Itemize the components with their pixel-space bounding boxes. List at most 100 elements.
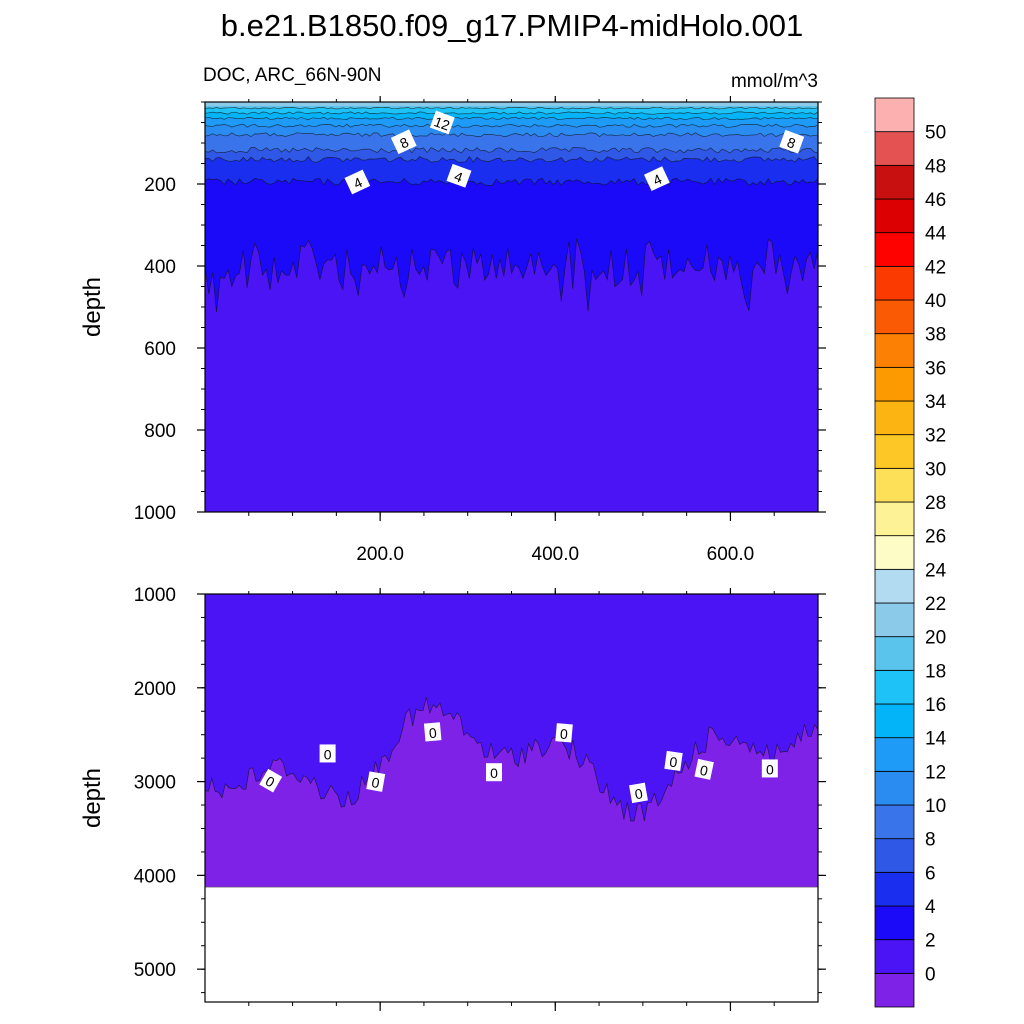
colorbar-swatch <box>874 501 915 537</box>
upper-contour-line <box>204 106 819 110</box>
upper-contour-line <box>204 116 819 120</box>
colorbar-swatch <box>874 265 915 301</box>
colorbar-swatch <box>874 366 915 402</box>
lower-y-tick-label: 1000 <box>134 585 176 606</box>
colorbar: 0246810121416182022242628303234363840424… <box>874 97 947 1008</box>
colorbar-tick-label: 24 <box>925 560 947 581</box>
contour-label-text: 0 <box>559 726 568 743</box>
colorbar-swatch <box>874 299 915 335</box>
colorbar-swatch <box>874 737 915 772</box>
colorbar-tick-label: 36 <box>925 358 946 379</box>
colorbar-tick-label: 42 <box>925 257 946 278</box>
contour-label-box <box>761 759 778 778</box>
upper-x-tick-label: 600.0 <box>707 544 755 565</box>
upper-x-tick-label: 400.0 <box>532 544 580 565</box>
contour-label-text: 0 <box>370 774 381 791</box>
upper-x-tick-label: 200.0 <box>356 544 404 565</box>
upper-contour-line <box>204 156 819 163</box>
colorbar-swatch <box>874 939 915 974</box>
lower-contour-label: 0 <box>259 768 283 793</box>
colorbar-swatch <box>874 198 915 234</box>
upper-contour-line <box>204 111 819 115</box>
upper-contour-line <box>204 238 819 313</box>
colorbar-tick-label: 22 <box>925 594 946 615</box>
lower-y-tick-label: 5000 <box>134 960 176 981</box>
upper-contour-label: 8 <box>390 129 417 155</box>
colorbar-swatch <box>874 97 915 133</box>
lower-y-tick-label: 3000 <box>134 773 176 794</box>
upper-contour-fill <box>204 102 819 512</box>
colorbar-tick-label: 48 <box>925 156 946 177</box>
contour-label-box <box>366 771 386 792</box>
upper-y-tick-label: 800 <box>144 421 176 442</box>
lower-contour-label: 0 <box>319 744 336 763</box>
contour-label-text: 0 <box>668 753 678 770</box>
colorbar-swatch <box>874 131 915 166</box>
colorbar-swatch <box>874 871 915 907</box>
contour-label-box <box>694 758 714 780</box>
colorbar-tick-label: 10 <box>925 796 946 817</box>
upper-contour-line <box>204 132 819 138</box>
colorbar-tick-label: 40 <box>925 291 946 312</box>
contour-label-box <box>555 723 573 743</box>
colorbar-tick-label: 0 <box>925 964 936 985</box>
lower-y-tick-label: 2000 <box>134 679 176 700</box>
lower-contour-label: 0 <box>555 723 573 743</box>
colorbar-swatch <box>874 972 915 1008</box>
colorbar-swatch <box>874 669 915 705</box>
contour-label-box <box>485 763 502 782</box>
lower-contour-label: 0 <box>485 763 502 782</box>
colorbar-tick-label: 26 <box>925 527 946 548</box>
upper-ticks: 200 400 600 800 1000 200.0 400.0 600.0 <box>134 96 826 565</box>
contour-label-box <box>259 768 283 793</box>
colorbar-swatch <box>874 467 915 503</box>
upper-contour-line <box>204 147 819 154</box>
lower-y-axis-label: depth <box>79 768 106 828</box>
contour-label-text: 0 <box>766 761 774 777</box>
colorbar-tick-label: 2 <box>925 931 936 952</box>
upper-contour-labels: 128 84 4 4 <box>344 110 805 195</box>
lower-contour-label: 0 <box>629 782 648 804</box>
colorbar-swatch <box>874 535 915 570</box>
colorbar-swatch <box>874 333 915 368</box>
upper-y-tick-label: 600 <box>144 339 176 360</box>
lower-y-tick-label: 4000 <box>134 866 176 887</box>
lower-contour-labels: 0 0 0 0 0 0 0 0 0 0 <box>259 722 778 804</box>
upper-contour-label: 8 <box>779 129 805 154</box>
contour-label-text: 0 <box>698 762 709 779</box>
lower-contour-label: 0 <box>423 722 442 742</box>
contour-label-text: 0 <box>428 725 437 742</box>
lower-contour-line <box>204 697 819 822</box>
upper-contour-label: 12 <box>429 110 455 135</box>
contour-label-box <box>344 169 371 195</box>
colorbar-tick-label: 14 <box>925 729 947 750</box>
contour-label-box <box>664 750 683 771</box>
colorbar-swatch <box>874 804 915 840</box>
upper-y-tick-label: 400 <box>144 257 176 278</box>
lower-contour-label: 0 <box>664 750 683 771</box>
colorbar-swatch <box>874 905 915 941</box>
units-label: mmol/m^3 <box>731 71 818 92</box>
colorbar-swatch <box>874 703 915 739</box>
lower-contour-label: 0 <box>694 758 714 780</box>
colorbar-tick-label: 6 <box>925 863 936 884</box>
upper-contour-line <box>204 123 819 128</box>
colorbar-swatch <box>874 770 915 806</box>
contour-label-text: 0 <box>490 765 498 781</box>
lower-panel: 0 0 0 0 0 0 0 0 0 0 1000 2000 3000 4000 5000 depth <box>79 585 826 1011</box>
colorbar-tick-label: 8 <box>925 830 936 851</box>
colorbar-tick-label: 16 <box>925 695 946 716</box>
colorbar-tick-label: 28 <box>925 493 946 514</box>
colorbar-tick-label: 18 <box>925 661 946 682</box>
colorbar-tick-label: 46 <box>925 190 946 211</box>
colorbar-tick-label: 44 <box>925 224 947 245</box>
colorbar-swatch <box>874 636 915 671</box>
lower-ticks: 1000 2000 3000 4000 5000 <box>134 585 826 1011</box>
upper-y-axis-label: depth <box>79 277 106 337</box>
contour-label-box <box>423 722 442 742</box>
contour-label-box <box>319 744 336 763</box>
contour-label-box <box>390 129 417 155</box>
colorbar-swatch <box>874 400 915 436</box>
upper-contour-label: 4 <box>446 163 472 188</box>
